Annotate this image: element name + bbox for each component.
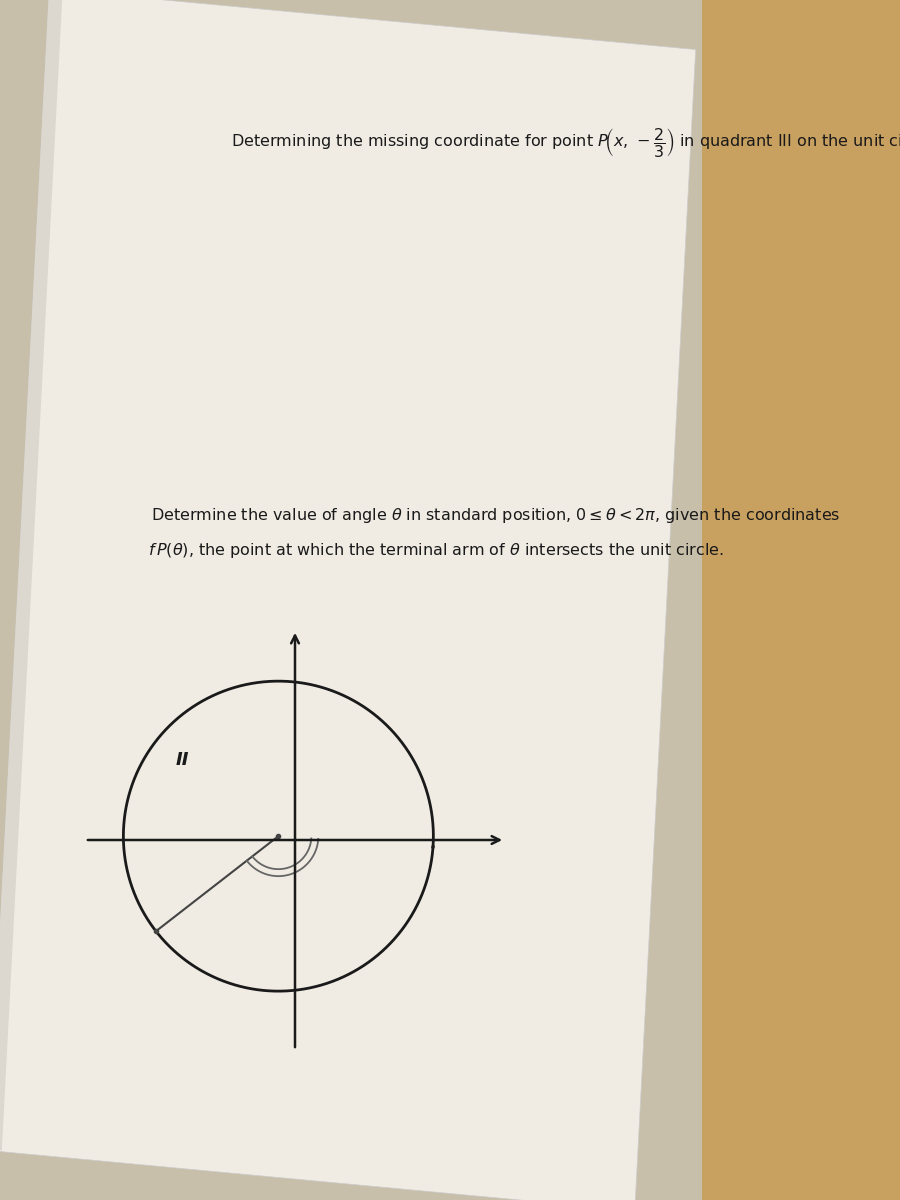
Text: Determine the value of angle $\theta$ in standard position, $0 \leq \theta < 2\p: Determine the value of angle $\theta$ in… xyxy=(151,506,841,526)
Polygon shape xyxy=(0,0,696,1200)
Bar xyxy=(702,0,900,1200)
Bar xyxy=(0,0,702,1200)
Text: $\!\!f\,P(\theta)$, the point at which the terminal arm of $\theta$ intersects t: $\!\!f\,P(\theta)$, the point at which t… xyxy=(148,541,724,560)
Text: II: II xyxy=(176,750,190,768)
Polygon shape xyxy=(0,0,63,1151)
Text: Determining the missing coordinate for point $P\!\left(x,\,-\dfrac{2}{3}\right)$: Determining the missing coordinate for p… xyxy=(230,126,900,158)
